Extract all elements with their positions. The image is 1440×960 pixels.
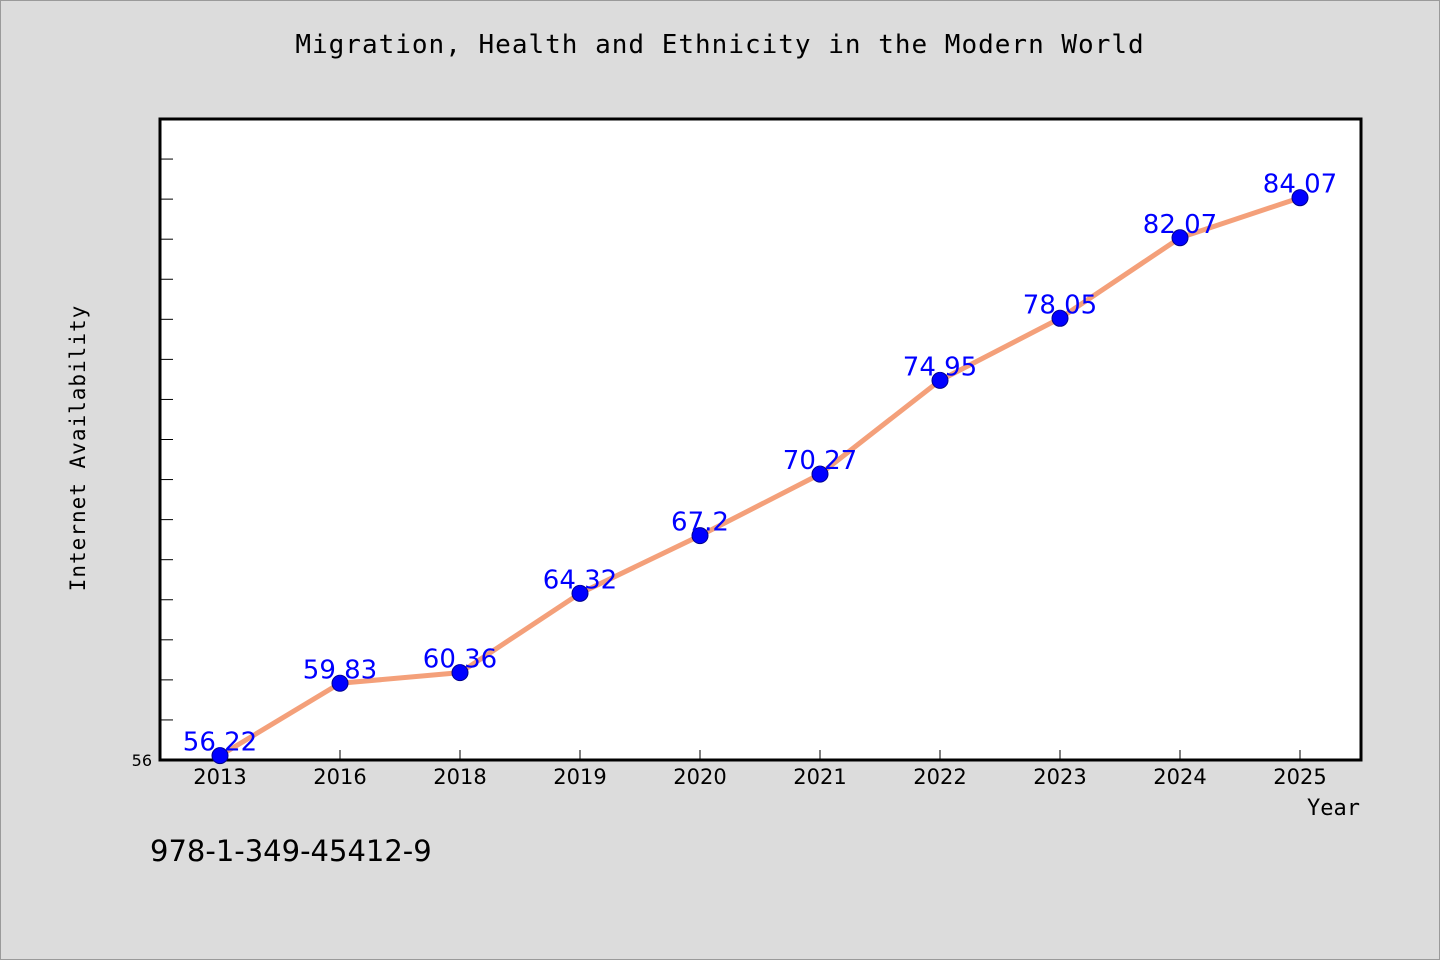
x-tick-label: 2021: [793, 765, 846, 789]
isbn-text: 978-1-349-45412-9: [150, 834, 432, 868]
data-point: [1051, 309, 1069, 327]
y-tick-label: 56: [132, 751, 152, 770]
x-tick-label: 2018: [433, 765, 486, 789]
x-tick-label: 2022: [913, 765, 966, 789]
data-points: [211, 189, 1309, 765]
x-tick-label: 2013: [193, 765, 246, 789]
data-label: 70.27: [783, 446, 857, 476]
data-point: [451, 664, 469, 682]
y-axis-ticks: 56: [132, 118, 173, 770]
data-label: 82.07: [1143, 210, 1217, 240]
data-point: [931, 371, 949, 389]
data-label: 74.95: [903, 352, 977, 382]
data-point: [331, 674, 349, 692]
data-label: 60.36: [423, 645, 497, 675]
x-tick-label: 2025: [1273, 765, 1326, 789]
data-label: 84.07: [1263, 170, 1337, 200]
x-tick-label: 2023: [1033, 765, 1086, 789]
data-point: [571, 584, 589, 602]
data-label: 78.05: [1023, 290, 1097, 320]
x-axis-ticks: 2013 2016 2018 2019 2020 2021 2022 2023 2024 2025: [193, 750, 1327, 789]
data-point: [691, 527, 709, 545]
x-tick-label: 2024: [1153, 765, 1206, 789]
chart-title: Migration, Health and Ethnicity in the M…: [295, 30, 1145, 60]
data-labels: 56.22 59.83 60.36 64.32 67.2 70.27 74.95 78.05 8…: [183, 170, 1337, 758]
data-label: 56.22: [183, 728, 257, 758]
plot-area: [158, 117, 1363, 762]
data-label: 59.83: [303, 655, 377, 685]
data-label: 64.32: [543, 565, 617, 595]
data-point: [811, 465, 829, 483]
data-point: [1291, 189, 1309, 207]
x-tick-label: 2016: [313, 765, 366, 789]
x-axis-label: Year: [1307, 796, 1360, 821]
x-tick-label: 2019: [553, 765, 606, 789]
series-line: [217, 195, 1303, 759]
x-tick-label: 2020: [673, 765, 726, 789]
data-point: [211, 747, 229, 765]
data-point: [1171, 229, 1189, 247]
data-label: 67.2: [671, 508, 729, 538]
